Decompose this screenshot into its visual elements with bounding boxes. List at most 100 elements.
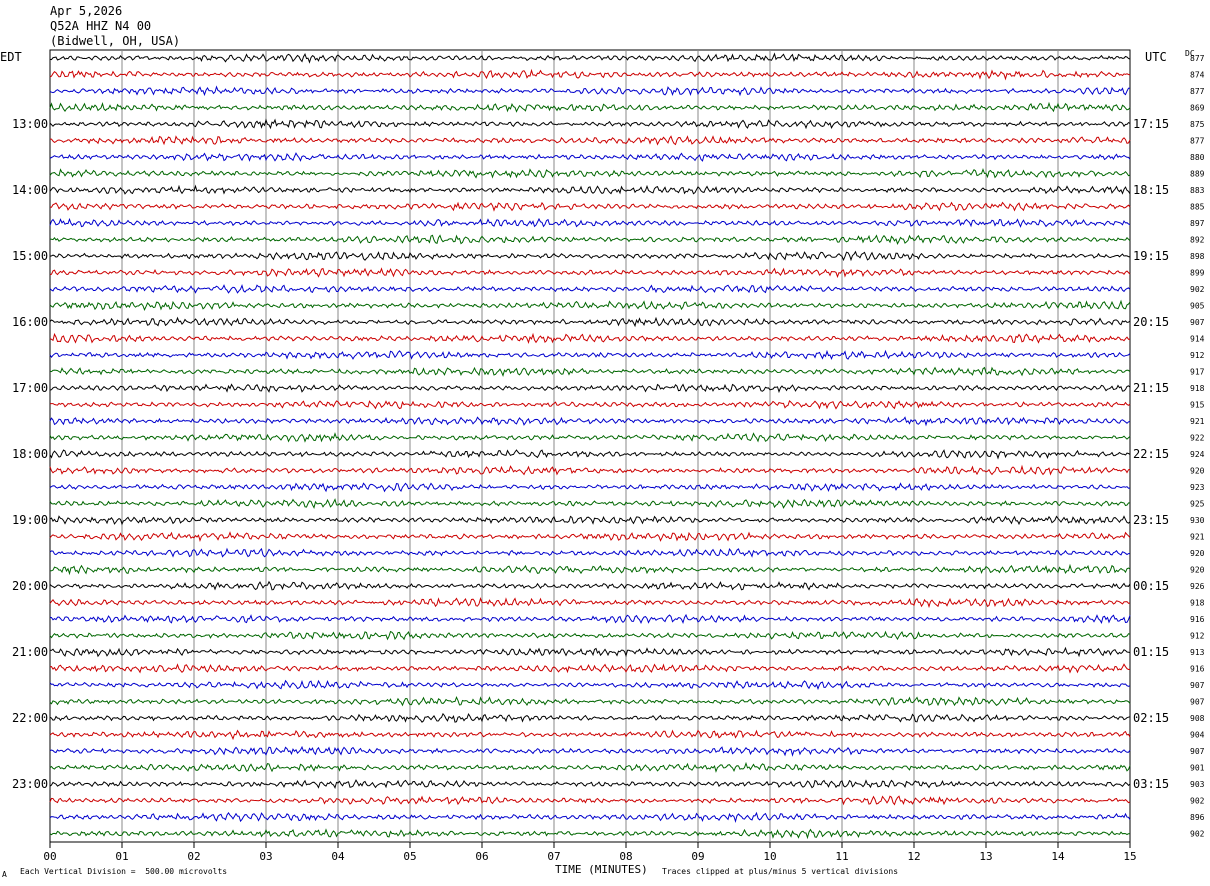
trace-line xyxy=(49,597,1131,609)
right-hour-label: 17:15 xyxy=(1133,117,1169,131)
dc-offset-label: 913 xyxy=(1190,648,1205,657)
dc-offset-label: 885 xyxy=(1190,203,1205,212)
trace-line xyxy=(49,729,1131,741)
x-tick-label: 09 xyxy=(691,850,704,863)
x-tick-label: 03 xyxy=(259,850,272,863)
trace-line xyxy=(49,679,1131,691)
left-hour-label: 18:00 xyxy=(12,447,48,461)
dc-offset-label: 920 xyxy=(1190,549,1205,558)
x-tick-label: 06 xyxy=(475,850,488,863)
x-tick-label: 01 xyxy=(115,850,128,863)
trace-line xyxy=(49,432,1131,443)
dc-offset-label: 889 xyxy=(1190,170,1205,179)
dc-offset-label: 899 xyxy=(1190,269,1205,278)
dc-offset-label: 908 xyxy=(1190,714,1205,723)
dc-offset-label: 902 xyxy=(1190,285,1205,294)
x-tick-label: 08 xyxy=(619,850,632,863)
trace-line xyxy=(49,283,1131,294)
trace-line xyxy=(49,547,1131,558)
left-hour-label: 21:00 xyxy=(12,645,48,659)
header-location: (Bidwell, OH, USA) xyxy=(50,34,181,48)
dc-offset-label: 877 xyxy=(1190,137,1205,146)
x-axis-label: TIME (MINUTES) xyxy=(555,863,648,876)
trace-line xyxy=(49,761,1131,773)
division-note: Each Vertical Division = 500.00 microvol… xyxy=(20,867,228,876)
right-timezone-label: UTC xyxy=(1145,50,1167,64)
trace-line xyxy=(49,52,1131,64)
trace-line xyxy=(49,416,1131,427)
dc-offset-label: 897 xyxy=(1190,219,1205,228)
dc-offset-label: 918 xyxy=(1190,384,1205,393)
trace-line xyxy=(49,85,1131,97)
dc-offset-label: 901 xyxy=(1190,764,1205,773)
x-tick-label: 05 xyxy=(403,850,416,863)
dc-offset-label: 883 xyxy=(1190,186,1205,195)
dc-offset-label: 925 xyxy=(1190,500,1205,509)
right-hour-label: 19:15 xyxy=(1133,249,1169,263)
trace-line xyxy=(49,646,1131,658)
right-hour-label: 01:15 xyxy=(1133,645,1169,659)
trace-line xyxy=(49,383,1131,394)
trace-line xyxy=(49,712,1131,723)
dc-offset-label: 926 xyxy=(1190,582,1205,591)
plot-frame xyxy=(49,49,1131,843)
right-hour-label: 21:15 xyxy=(1133,381,1169,395)
dc-offset-label: 907 xyxy=(1190,681,1205,690)
trace-line xyxy=(49,779,1131,790)
trace-line xyxy=(49,184,1131,195)
dc-offset-label: 904 xyxy=(1190,731,1205,740)
dc-label: DC xyxy=(1185,49,1195,58)
trace-line xyxy=(49,168,1131,179)
trace-line xyxy=(49,613,1131,625)
trace-line xyxy=(49,267,1131,279)
dc-offset-label: 922 xyxy=(1190,434,1205,443)
trace-line xyxy=(49,482,1131,493)
dc-offset-label: 918 xyxy=(1190,599,1205,608)
left-timezone-label: EDT xyxy=(0,50,22,64)
dc-offset-label: 921 xyxy=(1190,533,1205,542)
trace-line xyxy=(49,795,1131,806)
x-tick-label: 12 xyxy=(907,850,920,863)
dc-offset-label: 907 xyxy=(1190,698,1205,707)
dc-offset-label: 920 xyxy=(1190,566,1205,575)
x-tick-label: 02 xyxy=(187,850,200,863)
trace-line xyxy=(49,828,1131,840)
trace-line xyxy=(49,118,1131,130)
dc-offset-label: 912 xyxy=(1190,351,1205,360)
dc-offset-label: 907 xyxy=(1190,318,1205,327)
trace-line xyxy=(49,811,1131,823)
dc-offset-label: 902 xyxy=(1190,830,1205,839)
header-date: Apr 5,2026 xyxy=(50,4,123,18)
trace-line xyxy=(49,68,1131,81)
trace-line xyxy=(49,531,1131,542)
trace-line xyxy=(50,135,1131,146)
trace-line xyxy=(49,663,1131,674)
x-tick-label: 13 xyxy=(979,850,992,863)
dc-offset-label: 877 xyxy=(1190,54,1205,63)
left-hour-label: 22:00 xyxy=(12,711,48,725)
dc-offset-label: 905 xyxy=(1190,302,1205,311)
dc-offset-label: 914 xyxy=(1190,335,1205,344)
x-tick-label: 15 xyxy=(1123,850,1136,863)
trace-line xyxy=(49,299,1131,311)
trace-line xyxy=(49,745,1131,757)
right-hour-label: 02:15 xyxy=(1133,711,1169,725)
dc-offset-label: 880 xyxy=(1190,153,1205,162)
trace-line xyxy=(49,630,1131,641)
right-hour-label: 20:15 xyxy=(1133,315,1169,329)
left-hour-label: 15:00 xyxy=(12,249,48,263)
right-hour-label: 03:15 xyxy=(1133,777,1169,791)
right-hour-label: 18:15 xyxy=(1133,183,1169,197)
dc-offset-label: 916 xyxy=(1190,665,1205,674)
x-tick-label: 07 xyxy=(547,850,560,863)
left-hour-label: 13:00 xyxy=(12,117,48,131)
dc-offset-label: 907 xyxy=(1190,747,1205,756)
trace-line xyxy=(49,349,1131,361)
dc-offset-label: 921 xyxy=(1190,417,1205,426)
dc-offset-label: 902 xyxy=(1190,797,1205,806)
right-hour-label: 22:15 xyxy=(1133,447,1169,461)
right-hour-label: 00:15 xyxy=(1133,579,1169,593)
trace-line xyxy=(49,366,1131,377)
trace-line xyxy=(49,234,1131,245)
